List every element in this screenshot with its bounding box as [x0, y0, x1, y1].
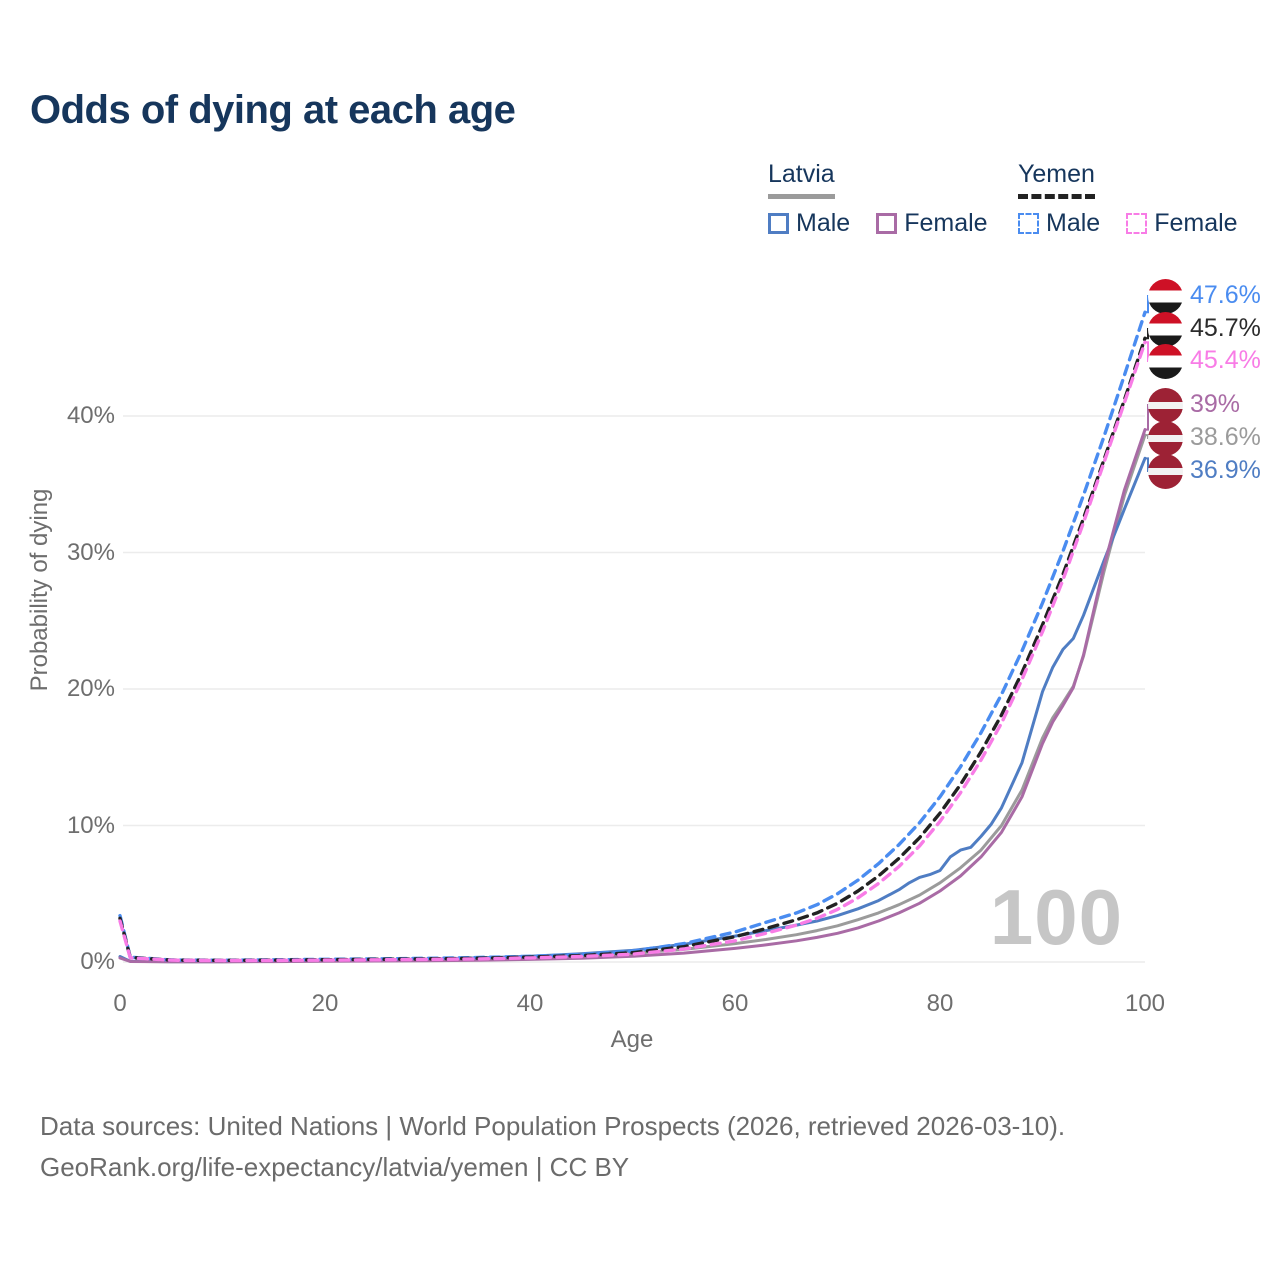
legend-country-latvia: Latvia — [768, 160, 1014, 199]
yemen-flag-icon — [1148, 311, 1183, 347]
legend-country-yemen: Yemen — [1018, 160, 1264, 199]
yemen-flag-icon — [1148, 343, 1183, 379]
x-tick-label: 100 — [1124, 990, 1166, 1017]
legend-label: Male — [1046, 209, 1101, 237]
yemen-flag-icon — [1148, 278, 1183, 314]
legend-item-yemen-female[interactable]: Female — [1126, 209, 1238, 238]
age-counter-watermark: 100 — [989, 873, 1123, 961]
latvia-flag-icon — [1148, 387, 1183, 423]
page-title: Odds of dying at each age — [30, 88, 516, 132]
series-end-value-label: 45.7% — [1190, 314, 1261, 342]
y-tick-label: 30% — [66, 538, 115, 566]
legend-country-latvia-label: Latvia — [768, 160, 835, 199]
y-tick-label: 40% — [66, 402, 115, 429]
series-end-value-label: 45.4% — [1190, 346, 1261, 374]
series-end-value-label: 36.9% — [1190, 456, 1261, 484]
latvia-flag-icon — [1148, 420, 1183, 456]
x-axis-title: Age — [610, 1026, 654, 1053]
latvia-female-swatch-icon — [876, 213, 898, 234]
latvia-flag-icon — [1148, 453, 1183, 489]
legend-item-latvia-female[interactable]: Female — [876, 209, 988, 238]
latvia-male-swatch-icon — [768, 213, 789, 234]
x-tick-label: 0 — [113, 990, 127, 1017]
legend-label: Female — [904, 209, 988, 237]
legend-item-latvia-male[interactable]: Male — [768, 209, 850, 238]
x-tick-label: 80 — [926, 990, 954, 1017]
legend-item-yemen-male[interactable]: Male — [1018, 209, 1100, 238]
series-end-value-label: 47.6% — [1190, 281, 1261, 309]
citation-line: GeoRank.org/life-expectancy/latvia/yemen… — [40, 1152, 630, 1182]
series-end-value-label: 38.6% — [1190, 423, 1261, 451]
legend-group-latvia: Latvia Male Female — [768, 160, 1014, 238]
x-tick-label: 20 — [311, 990, 339, 1017]
yemen-female-swatch-icon — [1126, 213, 1148, 234]
y-tick-label: 20% — [66, 675, 115, 702]
x-tick-label: 40 — [516, 990, 544, 1017]
series-line-yemen-female[interactable] — [118, 340, 1147, 963]
yemen-male-swatch-icon — [1018, 213, 1039, 234]
y-tick-label: 10% — [66, 811, 115, 839]
series-end-value-label: 39% — [1190, 390, 1241, 418]
x-tick-label: 60 — [721, 990, 749, 1017]
data-source-line: Data sources: United Nations | World Pop… — [40, 1111, 1066, 1141]
y-tick-label: 0% — [80, 948, 115, 975]
legend-group-yemen: Yemen Male Female — [1018, 160, 1264, 238]
legend-label: Female — [1154, 209, 1238, 237]
footer-attribution: Data sources: United Nations | World Pop… — [40, 1106, 1065, 1188]
legend-label: Male — [796, 209, 851, 237]
legend-country-yemen-label: Yemen — [1018, 160, 1095, 199]
